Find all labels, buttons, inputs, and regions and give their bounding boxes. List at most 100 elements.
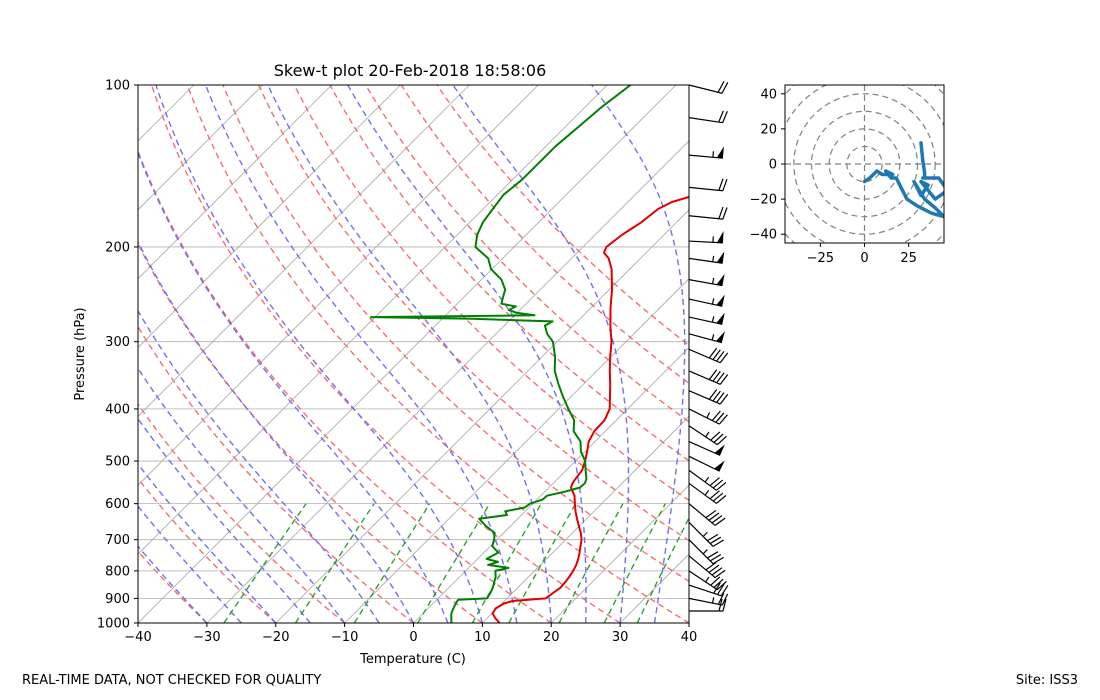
dewpoint-trace xyxy=(369,85,632,623)
wind-barb-staff xyxy=(688,455,720,472)
wind-barb-full xyxy=(720,585,729,597)
moist-adiabat-line xyxy=(138,505,242,623)
mixing-ratio-line xyxy=(353,503,431,623)
wind-barb-half xyxy=(705,576,710,583)
wind-barb-staff xyxy=(688,186,723,192)
wind-barb-full xyxy=(716,495,727,504)
temperature-tick-label: 20 xyxy=(543,630,560,645)
pressure-tick-label: 800 xyxy=(105,564,130,579)
skewt-title: Skew-t plot 20-Feb-2018 18:58:06 xyxy=(274,61,547,80)
wind-barb xyxy=(688,312,725,325)
wind-barb-full xyxy=(718,178,724,191)
dry-adiabat-line xyxy=(400,85,689,385)
wind-barb-full xyxy=(719,374,729,385)
wind-barb-half xyxy=(712,277,715,285)
wind-barb-full xyxy=(718,206,724,219)
wind-barb-half xyxy=(706,412,711,419)
wind-barb-full xyxy=(711,567,723,576)
wind-barb-half xyxy=(702,549,708,555)
hodograph-x-ticks: −25 0 25 xyxy=(807,243,917,266)
wind-barb-full xyxy=(712,539,724,547)
moist-adiabats xyxy=(138,85,689,623)
pressure-tick-label: 600 xyxy=(105,497,130,512)
wind-barb-staff xyxy=(688,469,717,491)
wind-barb xyxy=(688,251,725,264)
dry-adiabat-line xyxy=(138,325,414,623)
wind-barb-full xyxy=(716,580,727,591)
wind-barb-half xyxy=(704,476,710,483)
isotherm-line xyxy=(206,140,689,623)
temperature-tick-label: −10 xyxy=(331,630,358,645)
wind-barb-full xyxy=(717,81,725,93)
pressure-tick-label: 400 xyxy=(105,402,130,417)
wind-barb xyxy=(688,555,726,579)
wind-barb xyxy=(688,389,729,405)
wind-barb-full xyxy=(709,490,720,500)
dry-adiabat-line xyxy=(258,85,689,542)
wind-barb-full xyxy=(718,598,723,612)
wind-barb-half xyxy=(702,531,708,537)
dry-adiabat-line xyxy=(138,149,552,623)
wind-barb-half xyxy=(712,255,715,262)
wind-barb-full xyxy=(722,111,728,123)
hodograph-y-tick-label: 40 xyxy=(760,87,777,102)
wind-barb xyxy=(688,294,725,307)
wind-barb-flag xyxy=(716,331,725,343)
temperature-ticks: −40 −30 −20 −10 0 10 20 30 40 xyxy=(124,623,697,645)
hodograph-x-tick-label: 25 xyxy=(900,251,917,266)
wind-barb-staff xyxy=(688,390,721,405)
mixing-ratio-line xyxy=(417,503,491,623)
wind-barb-half xyxy=(704,489,710,496)
isotherm-line xyxy=(482,415,689,623)
wind-barb-flag xyxy=(716,273,725,286)
mixing-ratio-line xyxy=(223,503,307,623)
wind-barb xyxy=(688,441,725,456)
hodograph-y-tick-label: −40 xyxy=(750,228,777,243)
hodograph-trace-line xyxy=(862,141,944,219)
wind-barb xyxy=(688,178,728,192)
wind-barb-full xyxy=(713,433,724,443)
wind-barb-full xyxy=(712,479,724,489)
wind-barb-full xyxy=(711,410,721,421)
dry-adiabat-line xyxy=(365,85,689,423)
wind-barb xyxy=(688,425,727,446)
hodograph-y-tick-label: −20 xyxy=(750,193,777,208)
wind-barb-staff xyxy=(688,370,721,385)
wind-barb-full xyxy=(722,598,727,612)
wind-barb-staff xyxy=(688,240,723,244)
dry-adiabat-line xyxy=(138,550,208,623)
wind-barb-flag xyxy=(716,312,725,325)
dry-adiabat-line xyxy=(329,85,689,462)
wind-barb-full xyxy=(710,431,721,441)
temperature-tick-label: −30 xyxy=(193,630,220,645)
wind-barbs xyxy=(688,81,729,612)
wind-barb-full xyxy=(721,82,729,94)
isotherm-line xyxy=(344,278,689,623)
wind-barb-full xyxy=(708,347,718,359)
moist-adiabat-line xyxy=(204,85,518,623)
pressure-tick-label: 500 xyxy=(105,455,130,470)
wind-barb-flag xyxy=(716,230,724,243)
hodograph-y-ticks: −40 −20 0 20 40 xyxy=(750,87,785,243)
temperature-tick-label: 40 xyxy=(681,630,698,645)
moist-adiabat-line xyxy=(138,240,415,623)
pressure-gridlines xyxy=(138,85,689,623)
wind-barb-staff xyxy=(688,84,723,94)
wind-barb-staff xyxy=(688,316,723,325)
moist-adiabat-line xyxy=(452,85,630,623)
moist-adiabat-line xyxy=(688,619,689,623)
wind-barb-staff xyxy=(688,117,723,124)
wind-barb xyxy=(688,503,726,526)
wind-barb-full xyxy=(718,414,728,425)
wind-barb-staff xyxy=(688,503,716,526)
wind-barb-full xyxy=(709,477,720,487)
wind-barb-flag xyxy=(714,444,725,456)
wind-barb xyxy=(688,81,729,94)
hodograph-x-tick-label: −25 xyxy=(807,251,834,266)
dry-adiabat-line xyxy=(293,85,689,502)
wind-barb-full xyxy=(707,551,719,559)
wind-barb-full xyxy=(713,578,724,588)
hodograph-y-tick-label: 0 xyxy=(769,158,777,173)
wind-barb xyxy=(688,469,727,491)
wind-barb-flag xyxy=(716,146,724,159)
